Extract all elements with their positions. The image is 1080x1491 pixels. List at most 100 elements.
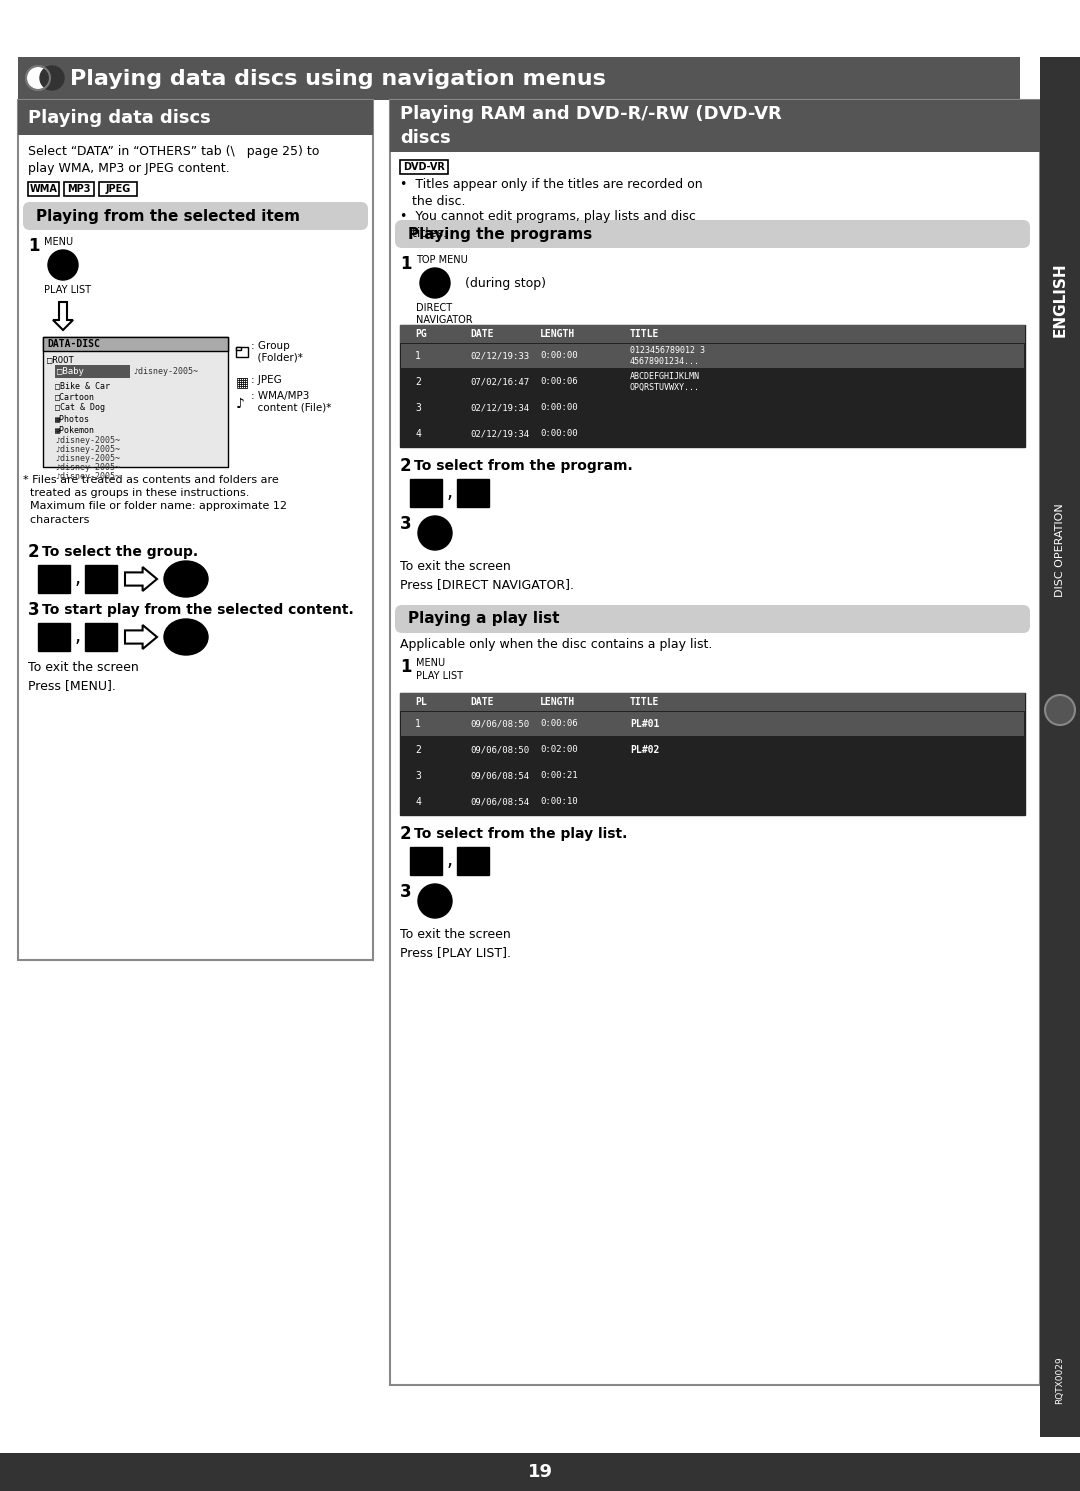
- Bar: [457, 847, 489, 875]
- Polygon shape: [53, 303, 73, 330]
- Text: JPEG: JPEG: [106, 183, 131, 194]
- Bar: [401, 344, 1024, 368]
- Bar: [0, 0, 1080, 57]
- Text: PL: PL: [415, 696, 427, 707]
- Text: ♪disney-2005~: ♪disney-2005~: [55, 435, 120, 444]
- Ellipse shape: [1045, 695, 1075, 725]
- Text: 1: 1: [415, 719, 421, 729]
- Text: □Cartoon: □Cartoon: [55, 392, 95, 401]
- Bar: [18, 100, 373, 136]
- Text: 19: 19: [527, 1463, 553, 1481]
- Bar: [43, 337, 228, 350]
- Text: Applicable only when the disc contains a play list.: Applicable only when the disc contains a…: [400, 638, 713, 652]
- Text: 02/12/19:34: 02/12/19:34: [470, 429, 529, 438]
- Bar: [237, 347, 241, 350]
- Text: DATE: DATE: [470, 330, 494, 338]
- Text: : JPEG: : JPEG: [251, 376, 282, 385]
- Text: To select from the program.: To select from the program.: [414, 459, 633, 473]
- Text: 3: 3: [400, 514, 411, 532]
- Text: PL#02: PL#02: [630, 746, 660, 754]
- Text: 4: 4: [415, 798, 421, 807]
- Text: ,: ,: [447, 483, 454, 502]
- Text: □ROOT: □ROOT: [48, 355, 73, 364]
- FancyBboxPatch shape: [395, 221, 1030, 248]
- Bar: [401, 713, 1024, 737]
- Bar: [64, 182, 94, 195]
- Text: MP3: MP3: [67, 183, 91, 194]
- Bar: [237, 347, 248, 356]
- Text: 07/02/16:47: 07/02/16:47: [470, 377, 529, 386]
- Bar: [43, 337, 228, 467]
- Text: 2: 2: [28, 543, 40, 561]
- Text: 1: 1: [400, 658, 411, 675]
- Text: TITLE: TITLE: [630, 696, 660, 707]
- Text: 3: 3: [415, 771, 421, 781]
- Text: MENU: MENU: [44, 237, 73, 248]
- FancyBboxPatch shape: [395, 605, 1030, 634]
- Text: To select from the play list.: To select from the play list.: [414, 828, 627, 841]
- Bar: [55, 365, 130, 379]
- Bar: [18, 100, 373, 960]
- Text: To exit the screen
Press [MENU].: To exit the screen Press [MENU].: [28, 661, 138, 692]
- Text: LENGTH: LENGTH: [540, 330, 576, 338]
- Text: ♪disney-2005~: ♪disney-2005~: [55, 444, 120, 453]
- Bar: [390, 100, 1040, 152]
- Text: □Cat & Dog: □Cat & Dog: [55, 403, 105, 412]
- Text: 3: 3: [28, 601, 40, 619]
- Text: LENGTH: LENGTH: [540, 696, 576, 707]
- Bar: [457, 479, 489, 507]
- Text: Playing a play list: Playing a play list: [408, 611, 559, 626]
- Bar: [400, 693, 1025, 711]
- Text: : WMA/MP3
  content (File)*: : WMA/MP3 content (File)*: [251, 391, 332, 413]
- Ellipse shape: [418, 884, 453, 918]
- Bar: [390, 100, 1040, 1385]
- Text: 02/12/19:34: 02/12/19:34: [470, 404, 529, 413]
- Text: PL#01: PL#01: [630, 719, 660, 729]
- Text: WMA: WMA: [29, 183, 57, 194]
- Bar: [0, 1454, 1080, 1491]
- Text: 0:00:10: 0:00:10: [540, 798, 578, 807]
- Bar: [99, 182, 137, 195]
- Text: 1: 1: [400, 255, 411, 273]
- Text: 09/06/08:54: 09/06/08:54: [470, 798, 529, 807]
- Text: 0123456789012 3
45678901234...: 0123456789012 3 45678901234...: [630, 346, 705, 365]
- Text: 1: 1: [415, 350, 421, 361]
- Text: DATE: DATE: [470, 696, 494, 707]
- FancyBboxPatch shape: [23, 201, 368, 230]
- Text: TOP MENU: TOP MENU: [416, 255, 468, 265]
- Bar: [18, 57, 1020, 100]
- Text: PLAY LIST: PLAY LIST: [416, 671, 463, 681]
- Text: 2: 2: [415, 746, 421, 754]
- Ellipse shape: [48, 250, 78, 280]
- Text: ♪disney-2005~: ♪disney-2005~: [55, 464, 120, 473]
- Text: 02/12/19:33: 02/12/19:33: [470, 352, 529, 361]
- Text: DISC OPERATION: DISC OPERATION: [1055, 502, 1065, 596]
- Bar: [38, 623, 70, 652]
- Text: DVD-VR: DVD-VR: [403, 163, 445, 171]
- Text: * Files are treated as contents and folders are
  treated as groups in these ins: * Files are treated as contents and fold…: [23, 476, 287, 525]
- Text: ENGLISH: ENGLISH: [1053, 262, 1067, 337]
- Ellipse shape: [164, 561, 208, 596]
- Text: To select the group.: To select the group.: [42, 546, 198, 559]
- Bar: [400, 160, 448, 174]
- Text: 0:00:06: 0:00:06: [540, 720, 578, 729]
- Text: ▦Pokemon: ▦Pokemon: [55, 425, 95, 434]
- Text: 0:02:00: 0:02:00: [540, 746, 578, 754]
- Text: 3: 3: [415, 403, 421, 413]
- Text: MENU: MENU: [416, 658, 445, 668]
- Text: PG: PG: [415, 330, 427, 338]
- Text: 2: 2: [400, 825, 411, 842]
- Text: 0:00:00: 0:00:00: [540, 429, 578, 438]
- Text: 4: 4: [415, 429, 421, 438]
- Text: 09/06/08:50: 09/06/08:50: [470, 720, 529, 729]
- Text: TITLE: TITLE: [630, 330, 660, 338]
- Text: DIRECT
NAVIGATOR: DIRECT NAVIGATOR: [416, 303, 473, 325]
- Bar: [85, 623, 117, 652]
- Text: Playing RAM and DVD-R/-RW (DVD-VR: Playing RAM and DVD-R/-RW (DVD-VR: [400, 104, 782, 122]
- Text: (during stop): (during stop): [465, 276, 546, 289]
- Polygon shape: [125, 625, 157, 649]
- Bar: [28, 182, 58, 195]
- Text: Playing from the selected item: Playing from the selected item: [36, 209, 300, 224]
- Text: 0:00:21: 0:00:21: [540, 771, 578, 780]
- Bar: [410, 479, 442, 507]
